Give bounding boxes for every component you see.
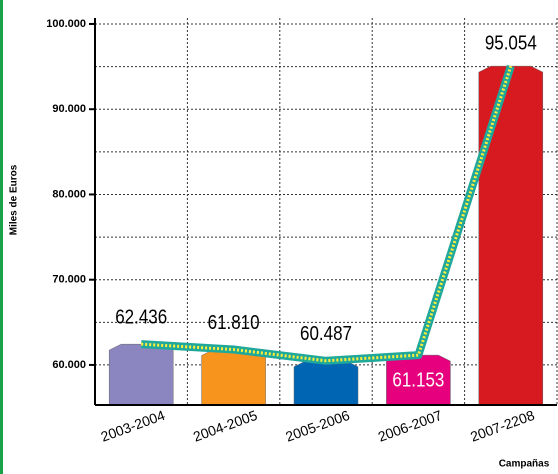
x-tick-label: 2006-2007 <box>376 407 445 445</box>
bar <box>108 343 174 406</box>
y-tick-label: 60.000 <box>52 359 86 371</box>
value-label: 95.054 <box>485 31 537 54</box>
y-tick-label: 90.000 <box>52 103 86 115</box>
bar <box>201 349 266 406</box>
bar <box>293 360 359 406</box>
bar <box>478 65 544 406</box>
x-axis-label: Campañas <box>499 459 550 470</box>
value-label: 62.436 <box>115 305 167 328</box>
y-axis-label: Miles de Euros <box>9 164 20 235</box>
value-label: 61.810 <box>208 310 260 333</box>
x-tick-label: 2005-2006 <box>283 407 352 445</box>
x-tick-label: 2007-2208 <box>468 407 537 445</box>
trend-line-dots <box>141 65 513 363</box>
value-label: 60.487 <box>300 322 352 345</box>
y-tick-label: 100.000 <box>46 18 86 30</box>
x-tick-label: 2003-2004 <box>99 407 168 445</box>
y-tick-label: 80.000 <box>52 188 86 200</box>
x-tick-label: 2004-2005 <box>191 407 260 445</box>
frame-border <box>0 0 3 474</box>
y-tick-label: 70.000 <box>52 274 86 286</box>
value-label: 61.153 <box>392 368 444 391</box>
trend-line <box>140 64 515 365</box>
